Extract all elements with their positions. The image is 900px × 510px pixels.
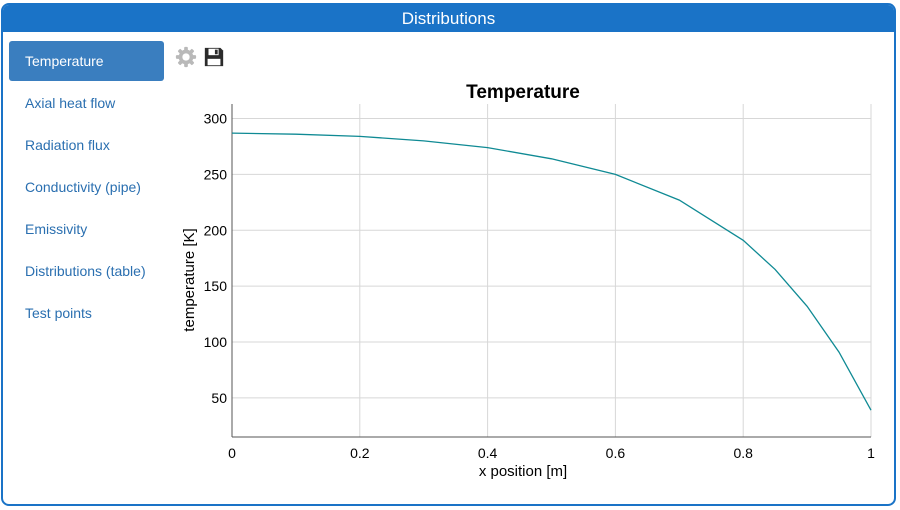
distribution-nav: Temperature Axial heat flow Radiation fl… [9,41,164,335]
x-tick-labels: 0 0.2 0.4 0.6 0.8 1 [228,445,875,461]
y-tick-label: 50 [211,390,227,406]
chart-series [231,132,872,411]
x-tick-label: 0.2 [350,445,370,461]
nav-item-axial-heat-flow[interactable]: Axial heat flow [25,95,116,111]
chart-grid [232,104,872,437]
floppy-disk-icon[interactable] [203,46,225,68]
gear-icon[interactable] [175,46,197,68]
x-tick-label: 0.8 [733,445,753,461]
x-axis-label: x position [m] [479,463,567,480]
x-tick-label: 0 [228,445,236,461]
y-tick-label: 150 [204,278,228,294]
y-tick-label: 100 [204,334,228,350]
chart-title: Temperature [466,82,580,103]
y-axis-label: temperature [K] [181,228,198,331]
nav-item-radiation-flux[interactable]: Radiation flux [25,137,110,153]
x-tick-label: 1 [867,445,875,461]
nav-item-conductivity-pipe[interactable]: Conductivity (pipe) [25,179,141,195]
nav-item-emissivity[interactable]: Emissivity [25,221,88,237]
chart-axes [231,104,871,438]
y-tick-label: 200 [204,222,228,238]
y-tick-labels: 50 100 150 200 250 300 [204,111,228,406]
chart-toolbar [175,44,225,70]
y-tick-label: 300 [204,111,228,127]
temperature-series-line [231,132,872,411]
nav-item-temperature[interactable]: Temperature [9,41,164,81]
x-tick-label: 0.6 [606,445,626,461]
panel-title: Distributions [3,5,894,32]
nav-item-distributions-table[interactable]: Distributions (table) [25,263,146,279]
x-tick-label: 0.4 [478,445,498,461]
distributions-panel: Distributions [1,3,896,506]
nav-item-test-points[interactable]: Test points [25,305,92,321]
y-tick-label: 250 [204,166,228,182]
